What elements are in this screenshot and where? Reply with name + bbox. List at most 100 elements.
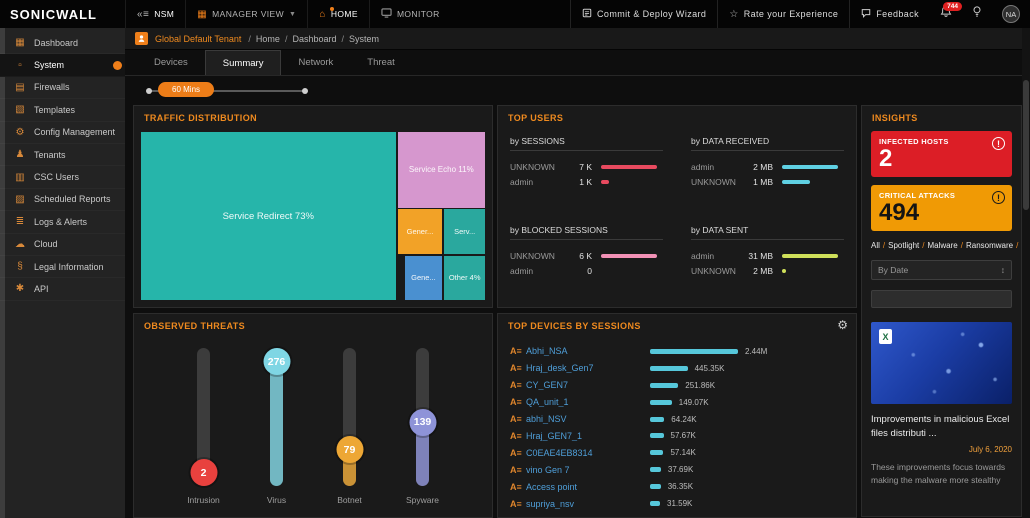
scrollbar-thumb[interactable]: [1023, 80, 1029, 210]
device-value: 251.86K: [685, 380, 716, 390]
treemap-segment-other-4[interactable]: Other 4%: [444, 255, 485, 300]
filter-malware[interactable]: Malware: [927, 241, 958, 250]
clipboard-icon: [582, 8, 592, 21]
sidebar-item-label: Dashboard: [34, 37, 79, 48]
threat-track: 139: [409, 348, 436, 486]
device-row: A≡ Abhi_NSA 2.44M: [510, 343, 848, 360]
infected-hosts-card[interactable]: INFECTED HOSTS ! 2: [871, 131, 1012, 177]
device-icon: A≡: [510, 481, 522, 492]
user-row: UNKNOWN 1 MB: [691, 174, 844, 189]
sidebar-item-label: Scheduled Reports: [34, 194, 111, 205]
user-name: admin: [691, 161, 715, 172]
filter-separator: /: [922, 241, 925, 250]
article-title[interactable]: Improvements in malicious Excel files di…: [871, 414, 1010, 440]
bar: [601, 253, 657, 258]
sort-dropdown[interactable]: By Date ↕: [871, 260, 1012, 281]
treemap-segment-service-redirect-73[interactable]: Service Redirect 73%: [141, 132, 396, 300]
device-name-link[interactable]: CY_GEN7: [526, 380, 569, 391]
breadcrumb-item-home[interactable]: Home: [255, 33, 280, 44]
feedback-button[interactable]: Feedback: [849, 0, 930, 28]
user-value: 7 K: [579, 161, 592, 172]
commit-deploy-wizard-button[interactable]: Commit & Deploy Wizard: [570, 0, 717, 28]
bar: [650, 450, 664, 456]
device-name-link[interactable]: Abhi_NSA: [526, 346, 568, 357]
nav-nsm[interactable]: «≡ NSM: [125, 0, 185, 28]
device-name-link[interactable]: Hraj_desk_Gen7: [526, 363, 594, 374]
sidebar-item-config-management[interactable]: ⚙ Config Management: [0, 122, 125, 144]
treemap-segment-gene[interactable]: Gene...: [404, 255, 443, 300]
treemap-segment-gener[interactable]: Gener...: [397, 209, 443, 255]
device-name-link[interactable]: abhi_NSV: [526, 414, 567, 425]
critical-attacks-card[interactable]: CRITICAL ATTACKS ! 494: [871, 185, 1012, 231]
filter-all[interactable]: All: [871, 241, 880, 250]
filter-ransomware[interactable]: Ransomware: [965, 241, 1014, 250]
nav-home[interactable]: ⌂ HOME: [307, 0, 369, 28]
device-name-link[interactable]: supriya_nsv: [526, 498, 575, 509]
breadcrumb-item-dashboard[interactable]: Dashboard: [292, 33, 337, 44]
user-avatar[interactable]: NA: [1002, 5, 1020, 23]
sidebar-item-tenants[interactable]: ♟ Tenants: [0, 144, 125, 166]
sidebar-item-dashboard[interactable]: ▦ Dashboard: [0, 32, 125, 54]
sidebar-item-label: Cloud: [34, 239, 58, 250]
notifications-button[interactable]: 744: [930, 0, 962, 28]
tab-summary[interactable]: Summary: [204, 50, 282, 75]
templates-icon: ▧: [15, 104, 25, 116]
rate-experience-button[interactable]: ☆ Rate your Experience: [717, 0, 849, 28]
nav-manager-view[interactable]: ▦ MANAGER VIEW ▼: [185, 0, 307, 28]
slider-track[interactable]: 60 Mins: [146, 82, 308, 97]
article-date: July 6, 2020: [968, 444, 1012, 454]
bar: [650, 484, 661, 490]
firewalls-icon: ▤: [15, 81, 25, 93]
top-bar-right: Commit & Deploy Wizard ☆ Rate your Exper…: [570, 0, 1030, 28]
reports-icon: ▨: [15, 193, 25, 205]
sidebar-item-cloud[interactable]: ☁ Cloud: [0, 234, 125, 256]
legal-icon: §: [17, 261, 23, 273]
bar: [782, 179, 810, 184]
tab-devices[interactable]: Devices: [154, 57, 188, 68]
traffic-treemap: Service Redirect 73% Service Echo 11% Gene…: [141, 132, 485, 300]
treemap-segment-service-echo-11[interactable]: Service Echo 11%: [397, 132, 485, 208]
user-row: admin 2 MB: [691, 159, 844, 174]
sidebar-item-system[interactable]: ▫ System: [0, 54, 125, 77]
filter-spotlight[interactable]: Spotlight: [888, 241, 920, 250]
breadcrumb-item-system[interactable]: System: [349, 33, 380, 44]
device-name-link[interactable]: C0EAE4EB8314: [526, 447, 593, 458]
sidebar-item-legal-information[interactable]: § Legal Information: [0, 256, 125, 278]
top-devices-list: A≡ Abhi_NSA 2.44M A≡ Hraj_desk_Gen7 445.35K A≡…: [510, 343, 848, 512]
insights-search-input[interactable]: [871, 290, 1012, 309]
tips-button[interactable]: [962, 0, 992, 28]
sidebar-item-api[interactable]: ✱ API: [0, 278, 125, 300]
device-name-link[interactable]: Access point: [526, 481, 578, 492]
tab-network[interactable]: Network: [298, 57, 334, 68]
device-icon: A≡: [510, 498, 522, 509]
breadcrumb: Global Default Tenant / Home / Dashboard / Sy…: [125, 28, 1030, 50]
treemap-segment-serv[interactable]: Serv...: [444, 209, 485, 255]
main-area: Global Default Tenant / Home / Dashboard / Sy…: [125, 28, 1030, 518]
tab-bar: Devices Summary Network Threat: [125, 50, 1030, 76]
dashboard-icon: ▦: [15, 37, 25, 49]
device-value: 149.07K: [678, 397, 709, 407]
slider-handle[interactable]: 60 Mins: [158, 82, 215, 97]
gear-icon[interactable]: ⚙: [837, 318, 848, 332]
sidebar-item-templates[interactable]: ▧ Templates: [0, 99, 125, 121]
device-icon: A≡: [510, 430, 522, 441]
device-icon: A≡: [510, 447, 522, 458]
sidebar-item-scheduled-reports[interactable]: ▨ Scheduled Reports: [0, 189, 125, 211]
nav-monitor[interactable]: MONITOR: [368, 0, 451, 28]
sidebar-item-logs-alerts[interactable]: ≣ Logs & Alerts: [0, 211, 125, 233]
sidebar-item-firewalls[interactable]: ▤ Firewalls: [0, 77, 125, 99]
threat-track: 79: [336, 348, 363, 486]
sidebar-item-csc-users[interactable]: ▥ CSC Users: [0, 166, 125, 188]
device-name-link[interactable]: Hraj_GEN7_1: [526, 430, 583, 441]
threat-fill: [416, 422, 429, 486]
article-image[interactable]: X: [871, 322, 1012, 405]
threat-track: 276: [263, 348, 290, 486]
device-name-link[interactable]: vino Gen 7: [526, 464, 570, 475]
threat-label: Spyware: [405, 495, 440, 505]
page-scrollbar[interactable]: [1022, 28, 1030, 518]
breadcrumb-tenant[interactable]: Global Default Tenant: [155, 33, 242, 44]
tab-threat[interactable]: Threat: [367, 57, 395, 68]
sidebar-scrollbar[interactable]: [0, 28, 5, 518]
device-name-link[interactable]: QA_unit_1: [526, 397, 569, 408]
alert-icon: !: [992, 137, 1005, 150]
